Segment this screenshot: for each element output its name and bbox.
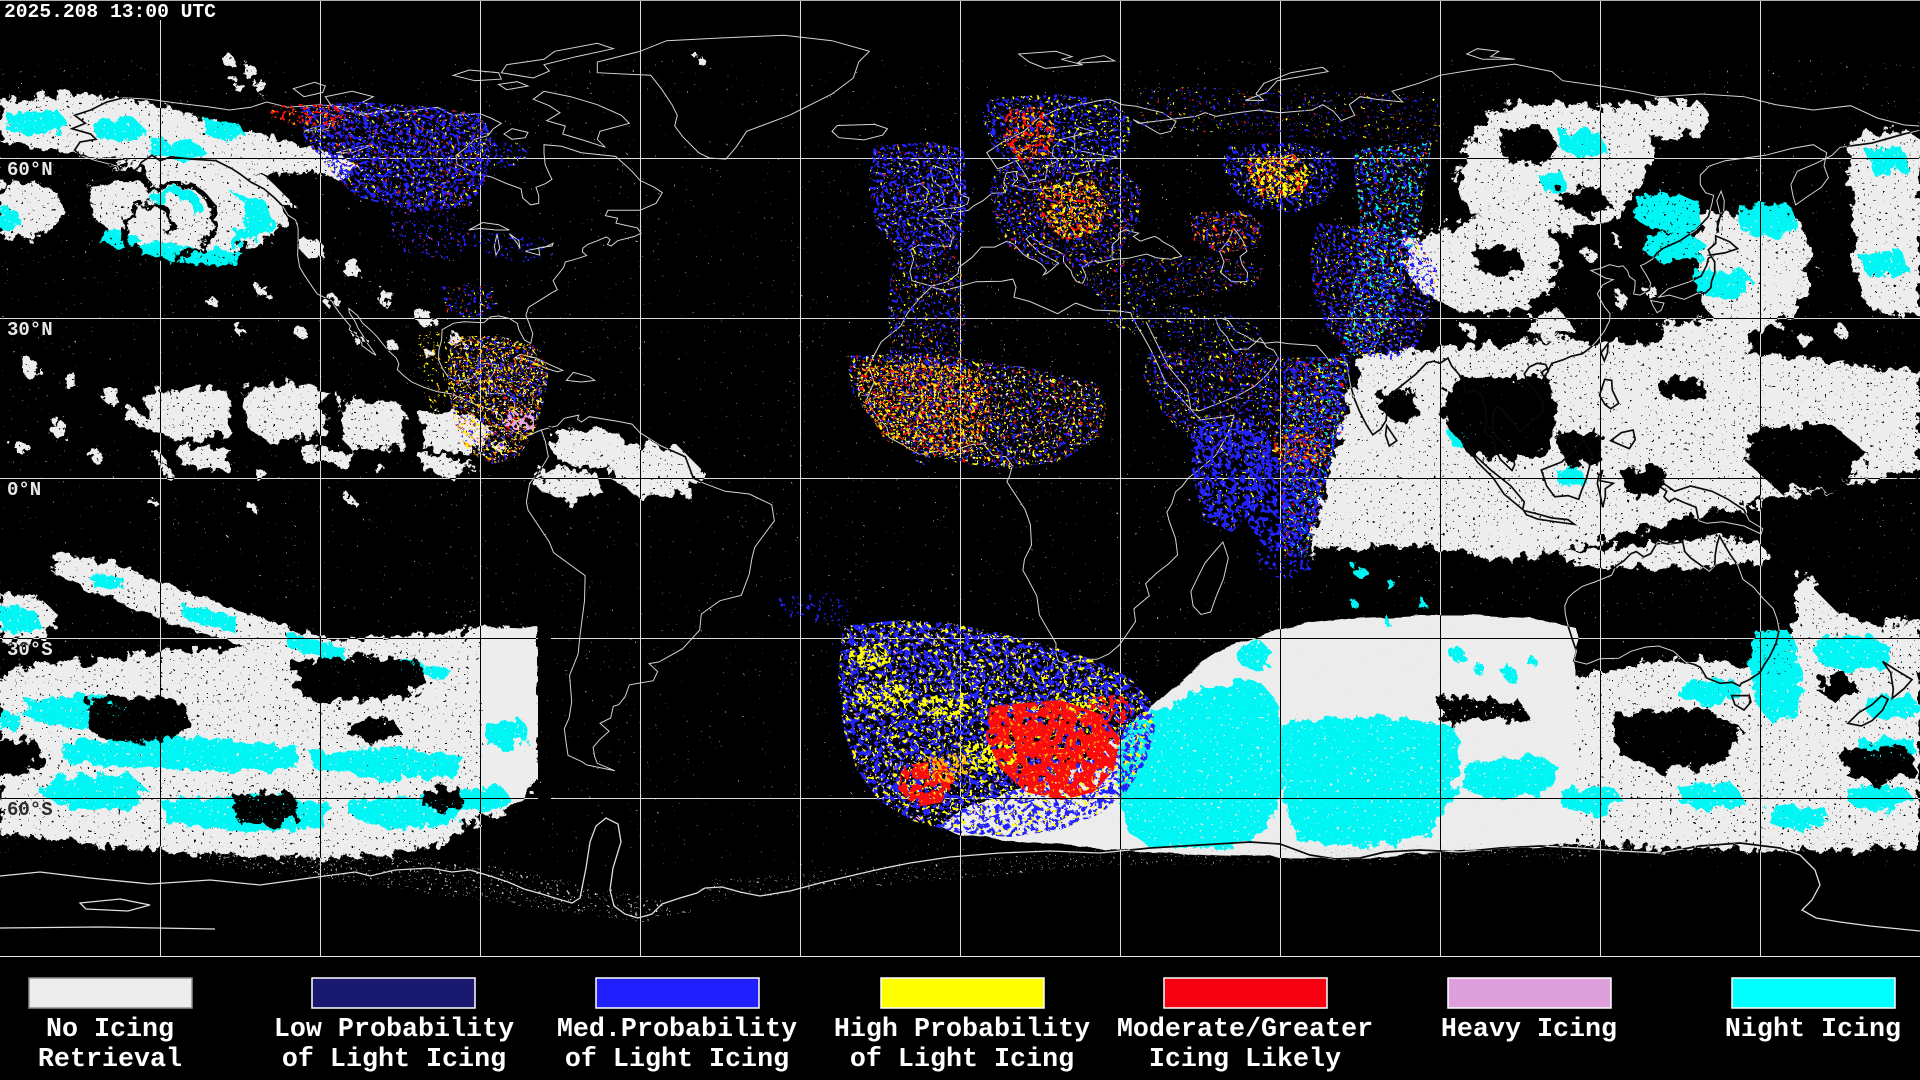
- svg-text:60°S: 60°S: [7, 799, 53, 821]
- svg-text:2025.208 13:00 UTC: 2025.208 13:00 UTC: [4, 1, 216, 23]
- svg-text:0°N: 0°N: [7, 479, 41, 501]
- svg-text:60°S: 60°S: [7, 799, 53, 821]
- svg-text:No Icing: No Icing: [46, 1015, 174, 1045]
- svg-text:30°N: 30°N: [7, 319, 53, 341]
- svg-text:0°N: 0°N: [7, 479, 41, 501]
- svg-text:60°N: 60°N: [7, 159, 53, 181]
- svg-text:High Probability: High Probability: [834, 1015, 1090, 1045]
- svg-text:30°S: 30°S: [7, 639, 53, 661]
- svg-text:Icing Likely: Icing Likely: [1149, 1045, 1341, 1075]
- svg-text:Heavy Icing: Heavy Icing: [1441, 1015, 1617, 1045]
- svg-text:30°S: 30°S: [7, 639, 53, 661]
- svg-text:of Light Icing: of Light Icing: [282, 1045, 506, 1075]
- svg-text:Moderate/Greater: Moderate/Greater: [1117, 1015, 1373, 1045]
- svg-text:Low Probability: Low Probability: [274, 1015, 514, 1045]
- svg-text:of Light Icing: of Light Icing: [850, 1045, 1074, 1075]
- svg-text:Night Icing: Night Icing: [1725, 1015, 1901, 1045]
- svg-text:of Light Icing: of Light Icing: [565, 1045, 789, 1075]
- svg-text:Retrieval: Retrieval: [38, 1045, 182, 1075]
- svg-text:60°N: 60°N: [7, 159, 53, 181]
- svg-text:30°N: 30°N: [7, 319, 53, 341]
- svg-text:Med.Probability: Med.Probability: [557, 1015, 797, 1045]
